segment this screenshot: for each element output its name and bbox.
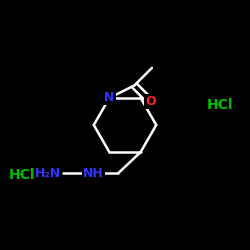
Text: HCl: HCl	[207, 98, 233, 112]
Text: N: N	[104, 92, 115, 104]
Text: HCl: HCl	[9, 168, 36, 182]
Text: H₂N: H₂N	[34, 167, 61, 180]
Text: O: O	[145, 95, 156, 108]
Text: NH: NH	[83, 167, 103, 180]
